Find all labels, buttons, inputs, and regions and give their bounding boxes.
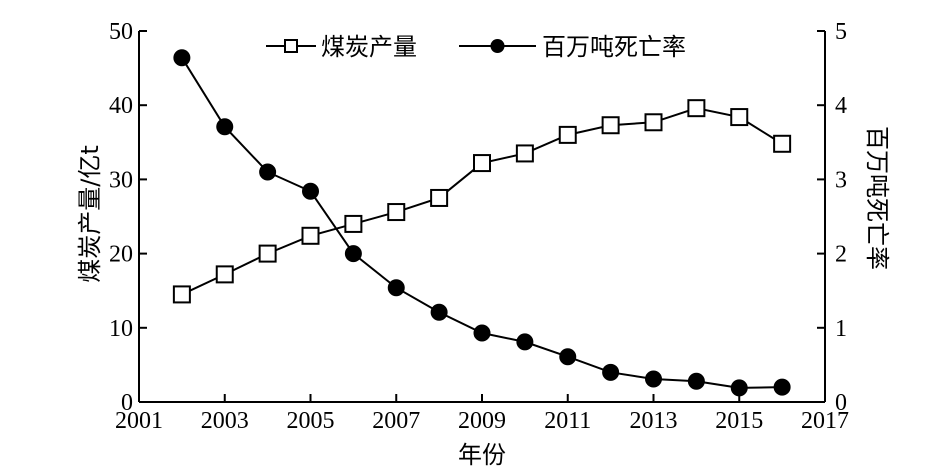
data-point-circle [173, 49, 191, 67]
x-tick-label: 2001 [115, 408, 163, 434]
data-point-square [430, 188, 449, 207]
data-point-circle [516, 333, 534, 351]
data-point-square [344, 214, 363, 233]
data-point-square [301, 226, 320, 245]
y-left-tick-label: 40 [109, 93, 133, 119]
data-point-circle [602, 363, 620, 381]
data-point-circle [559, 348, 577, 366]
y-right-tick-label: 3 [835, 167, 847, 193]
legend: 煤炭产量 百万吨死亡率 [266, 33, 686, 61]
y-left-tick-label: 0 [121, 390, 133, 416]
data-point-circle [430, 303, 448, 321]
y-left-tick-label: 20 [109, 242, 133, 268]
y-axis-left-title: 煤炭产量/亿t [76, 145, 104, 283]
y-right-tick-label: 4 [835, 93, 847, 119]
data-point-square [644, 113, 663, 132]
y-right-tick-label: 5 [835, 19, 847, 45]
y-right-tick-label: 0 [835, 390, 847, 416]
y-left-tick-label: 30 [109, 167, 133, 193]
y-left-tick-label: 50 [109, 19, 133, 45]
data-point-circle [473, 324, 491, 342]
x-tick-label: 2015 [715, 408, 763, 434]
data-point-square [473, 154, 491, 173]
data-point-circle [687, 372, 705, 390]
legend-marker-circle [490, 39, 505, 53]
data-point-circle [344, 245, 362, 263]
data-point-square [172, 285, 191, 304]
data-point-circle [216, 118, 234, 136]
data-point-circle [302, 182, 319, 200]
data-point-square [258, 244, 277, 263]
y-right-tick-label: 1 [835, 316, 847, 342]
data-point-square [730, 108, 749, 127]
data-point-square [687, 99, 706, 118]
data-point-circle [387, 279, 405, 297]
x-tick-label: 2017 [801, 408, 849, 434]
y-axis-right-title: 百万吨死亡率 [863, 126, 891, 270]
data-point-square [387, 203, 406, 222]
y-left-tick-label: 10 [109, 316, 133, 342]
x-axis-title: 年份 [458, 441, 506, 469]
data-point-square [558, 125, 577, 144]
series-layer [172, 49, 792, 397]
x-tick-label: 2011 [544, 408, 591, 434]
data-point-circle [259, 163, 277, 181]
data-point-circle [773, 378, 791, 396]
x-tick-label: 2003 [201, 408, 249, 434]
data-point-circle [645, 370, 662, 388]
series-line [181, 107, 783, 296]
x-tick-label: 2013 [630, 408, 678, 434]
data-point-circle [730, 379, 748, 397]
y-right-tick-label: 2 [835, 242, 847, 268]
data-point-square [773, 134, 792, 153]
axes: 2001 2003 2005 2007 2009 2011 2013 2015 20170102… [109, 19, 849, 434]
legend-marker-square [284, 39, 298, 53]
data-point-square [515, 144, 534, 163]
x-tick-label: 2005 [287, 408, 335, 434]
x-tick-label: 2007 [372, 408, 420, 434]
x-tick-label: 2009 [458, 408, 506, 434]
data-point-square [601, 116, 620, 135]
data-point-square [215, 265, 234, 284]
legend-label: 煤炭产量 [321, 33, 417, 61]
legend-label: 百万吨死亡率 [542, 33, 686, 61]
